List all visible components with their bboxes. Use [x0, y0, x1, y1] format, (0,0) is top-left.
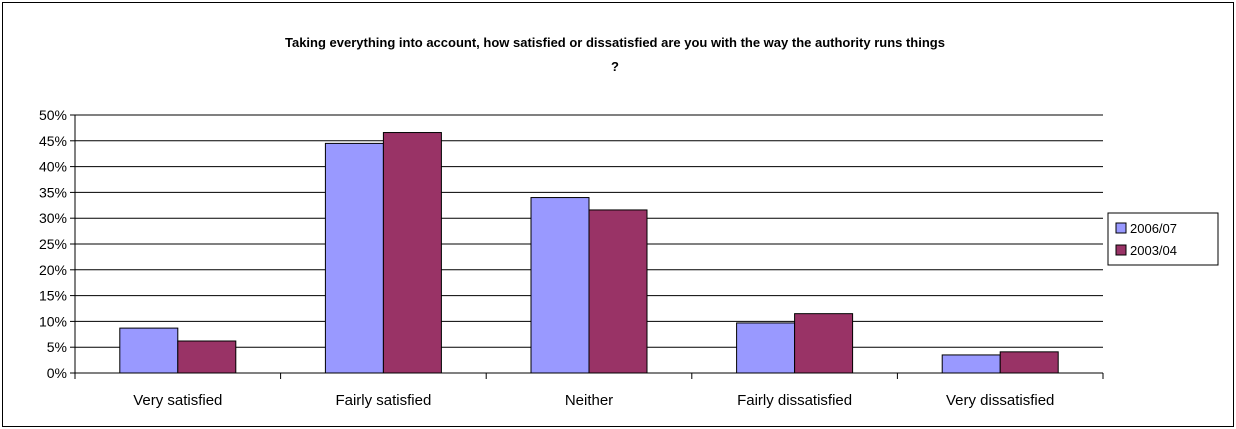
y-tick-label: 0%: [47, 365, 67, 381]
y-tick-label: 15%: [39, 288, 67, 304]
bar: [941, 354, 1001, 374]
legend-label-2003-04: 2003/04: [1130, 243, 1177, 258]
y-tick-label: 40%: [39, 159, 67, 175]
bar: [588, 209, 648, 374]
chart-title-line-2: ?: [611, 59, 619, 74]
legend-label-2006-07: 2006/07: [1130, 221, 1177, 236]
y-tick-label: 5%: [47, 339, 67, 355]
legend: 2006/07 2003/04: [1107, 212, 1219, 266]
y-tick-label: 25%: [39, 236, 67, 252]
x-axis: Very satisfied Fairly satisfied Neither Fai…: [74, 372, 1104, 409]
chart-title-line-1: Taking everything into account, how sati…: [285, 35, 945, 50]
x-category-label: Neither: [565, 392, 613, 409]
bar: [794, 313, 854, 374]
bar: [382, 132, 442, 374]
y-tick-label: 10%: [39, 313, 67, 329]
bar: [324, 142, 384, 374]
y-tick-label: 20%: [39, 262, 67, 278]
y-tick-label: 50%: [39, 107, 67, 123]
bar: [119, 327, 179, 374]
y-tick-label: 30%: [39, 210, 67, 226]
bar: [736, 322, 796, 374]
x-category-label: Fairly dissatisfied: [737, 392, 852, 409]
bar: [177, 340, 237, 374]
x-category-label: Very dissatisfied: [946, 392, 1054, 409]
y-tick-label: 45%: [39, 133, 67, 149]
bar-chart: Taking everything into account, how sati…: [39, 35, 1219, 409]
bar: [530, 197, 590, 374]
legend-swatch-2006-07: [1115, 222, 1127, 234]
y-axis: 0% 5% 10% 15% 20% 25% 30% 35% 40% 45% 50%: [39, 107, 76, 381]
bar: [999, 351, 1059, 374]
x-category-label: Fairly satisfied: [335, 392, 431, 409]
legend-swatch-2003-04: [1115, 244, 1127, 256]
legend-box: [1107, 212, 1219, 266]
bars: [119, 132, 1059, 374]
x-category-label: Very satisfied: [133, 392, 222, 409]
y-tick-label: 35%: [39, 184, 67, 200]
